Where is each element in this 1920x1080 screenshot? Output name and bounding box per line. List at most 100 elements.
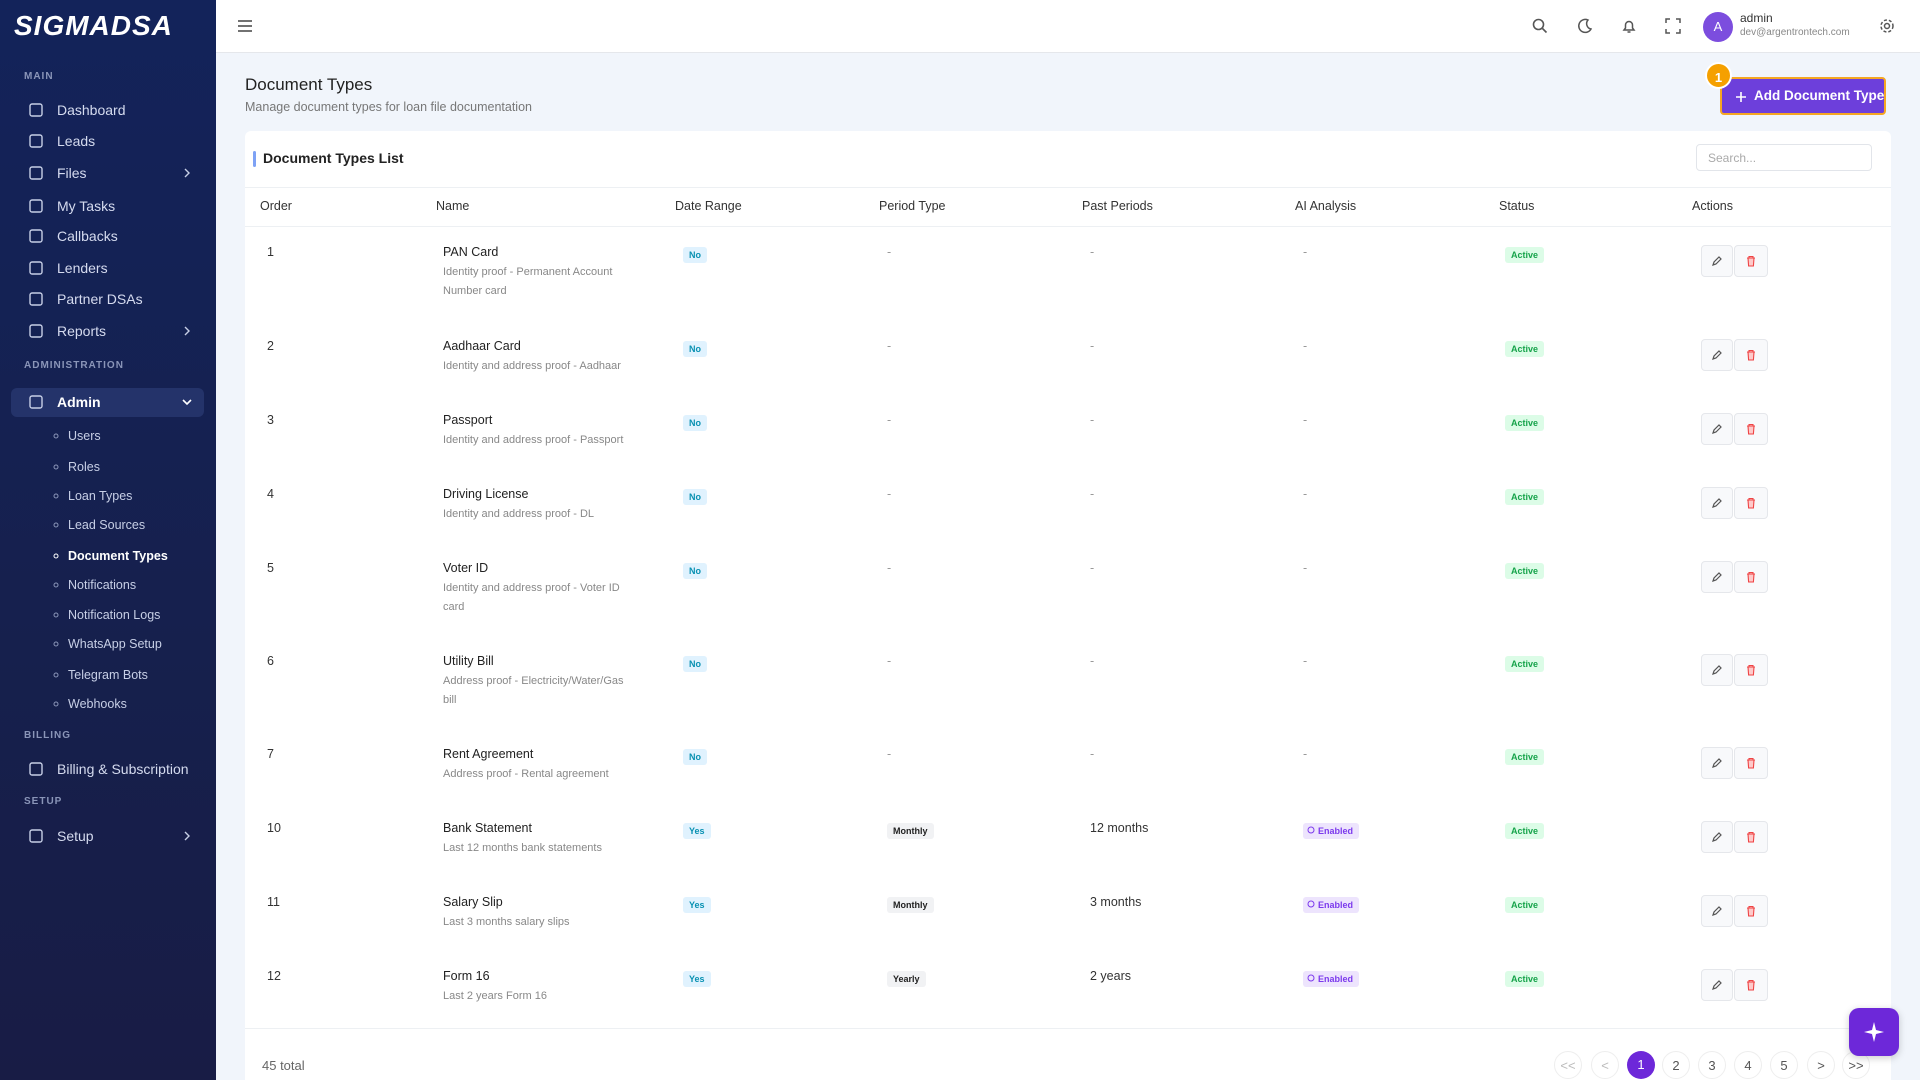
ai-analysis: Enabled <box>1303 897 1360 913</box>
doc-description: Identity and address proof - Voter ID ca… <box>443 582 620 613</box>
nav-item[interactable]: Setup <box>57 828 94 844</box>
doc-description: Last 3 months salary slips <box>443 916 570 928</box>
nav-item[interactable]: Partner DSAs <box>57 291 143 307</box>
nav-item[interactable]: Files <box>57 165 87 181</box>
nav-item[interactable]: Lenders <box>57 260 108 276</box>
edit-button[interactable] <box>1701 561 1733 593</box>
nav-icon <box>29 829 43 843</box>
sub-nav-item[interactable]: WhatsApp Setup <box>68 637 162 651</box>
ai-assistant-button[interactable] <box>1849 1008 1899 1056</box>
plus-icon <box>1736 92 1746 102</box>
delete-button[interactable] <box>1734 561 1768 593</box>
delete-button[interactable] <box>1734 747 1768 779</box>
sub-nav-item[interactable]: Users <box>68 429 101 443</box>
column-header: Name <box>436 199 470 213</box>
nav-item[interactable]: My Tasks <box>57 198 116 214</box>
doc-name: Rent Agreement <box>443 747 534 761</box>
page-button[interactable]: 4 <box>1734 1051 1762 1079</box>
delete-icon <box>1747 349 1755 361</box>
delete-icon <box>1747 497 1755 509</box>
nav-item[interactable]: Admin <box>57 394 101 410</box>
delete-button[interactable] <box>1734 339 1768 371</box>
sub-dot <box>53 464 59 470</box>
nav-item[interactable]: Billing & Subscription <box>57 761 189 777</box>
edit-button[interactable] <box>1701 654 1733 686</box>
fullscreen-icon[interactable] <box>1665 18 1681 34</box>
sub-dot <box>53 493 59 499</box>
delete-button[interactable] <box>1734 245 1768 277</box>
date-range: No <box>683 749 707 765</box>
sub-nav-item[interactable]: Roles <box>68 460 100 474</box>
period-type: - <box>887 413 892 427</box>
settings-icon[interactable] <box>1879 18 1895 34</box>
edit-button[interactable] <box>1701 747 1733 779</box>
menu-icon[interactable] <box>236 17 254 35</box>
date-range: No <box>683 489 707 505</box>
nav-icon <box>29 103 43 117</box>
edit-button[interactable] <box>1701 413 1733 445</box>
edit-icon <box>1712 980 1722 990</box>
column-header: Status <box>1499 199 1535 213</box>
add-button[interactable]: Add Document Type <box>1720 77 1886 115</box>
search-input[interactable]: Search... <box>1696 144 1872 171</box>
page-button[interactable]: 1 <box>1627 1051 1655 1079</box>
column-header: Date Range <box>675 199 742 213</box>
delete-button[interactable] <box>1734 969 1768 1001</box>
doc-name: Driving License <box>443 487 529 501</box>
past-periods: 12 months <box>1090 821 1149 835</box>
page-button[interactable]: < <box>1591 1051 1619 1079</box>
delete-button[interactable] <box>1734 821 1768 853</box>
nav-item[interactable]: Reports <box>57 323 107 339</box>
avatar[interactable]: A <box>1703 12 1733 42</box>
date-range: Yes <box>683 971 711 987</box>
sub-nav-item[interactable]: Notification Logs <box>68 608 161 622</box>
ai-analysis: - <box>1303 487 1308 501</box>
title-accent <box>253 151 256 167</box>
ai-analysis: - <box>1303 413 1308 427</box>
order: 12 <box>267 969 281 983</box>
delete-button[interactable] <box>1734 895 1768 927</box>
doc-name: Bank Statement <box>443 821 532 835</box>
page-button[interactable]: 2 <box>1662 1051 1690 1079</box>
period-type: - <box>887 245 892 259</box>
sub-nav-item[interactable]: Notifications <box>68 578 137 592</box>
theme-icon[interactable] <box>1577 18 1593 34</box>
user-email: dev@argentrontech.com <box>1740 27 1850 38</box>
order: 2 <box>267 339 274 353</box>
column-header: AI Analysis <box>1295 199 1357 213</box>
search-icon[interactable] <box>1532 18 1548 34</box>
total-count: 45 total <box>262 1058 305 1073</box>
sub-nav-item[interactable]: Webhooks <box>68 697 127 711</box>
nav-active-bg <box>11 388 204 417</box>
sub-nav-item[interactable]: Telegram Bots <box>68 668 148 682</box>
edit-button[interactable] <box>1701 821 1733 853</box>
edit-button[interactable] <box>1701 895 1733 927</box>
doc-name: Aadhaar Card <box>443 339 521 353</box>
ai-icon <box>1307 826 1315 834</box>
edit-button[interactable] <box>1701 339 1733 371</box>
edit-icon <box>1712 665 1722 675</box>
page-button[interactable]: 5 <box>1770 1051 1798 1079</box>
doc-description: Address proof - Rental agreement <box>443 768 609 780</box>
page-button[interactable]: << <box>1554 1051 1582 1079</box>
nav-icon <box>29 134 43 148</box>
delete-button[interactable] <box>1734 487 1768 519</box>
past-periods: - <box>1090 413 1095 427</box>
nav-item[interactable]: Callbacks <box>57 228 118 244</box>
bell-icon[interactable] <box>1621 18 1637 34</box>
sub-nav-item[interactable]: Loan Types <box>68 489 133 503</box>
page-button[interactable]: 3 <box>1698 1051 1726 1079</box>
edit-button[interactable] <box>1701 245 1733 277</box>
nav-item[interactable]: Dashboard <box>57 102 126 118</box>
sidebar: SIGMADSA MAIN Dashboard Leads Files My Tasks C… <box>0 0 216 1080</box>
edit-button[interactable] <box>1701 487 1733 519</box>
delete-button[interactable] <box>1734 413 1768 445</box>
delete-icon <box>1747 905 1755 917</box>
sub-nav-item[interactable]: Document Types <box>68 549 168 563</box>
sub-nav-item[interactable]: Lead Sources <box>68 518 146 532</box>
edit-button[interactable] <box>1701 969 1733 1001</box>
delete-button[interactable] <box>1734 654 1768 686</box>
page-button[interactable]: > <box>1807 1051 1835 1079</box>
column-header: Actions <box>1692 199 1733 213</box>
nav-item[interactable]: Leads <box>57 133 96 149</box>
